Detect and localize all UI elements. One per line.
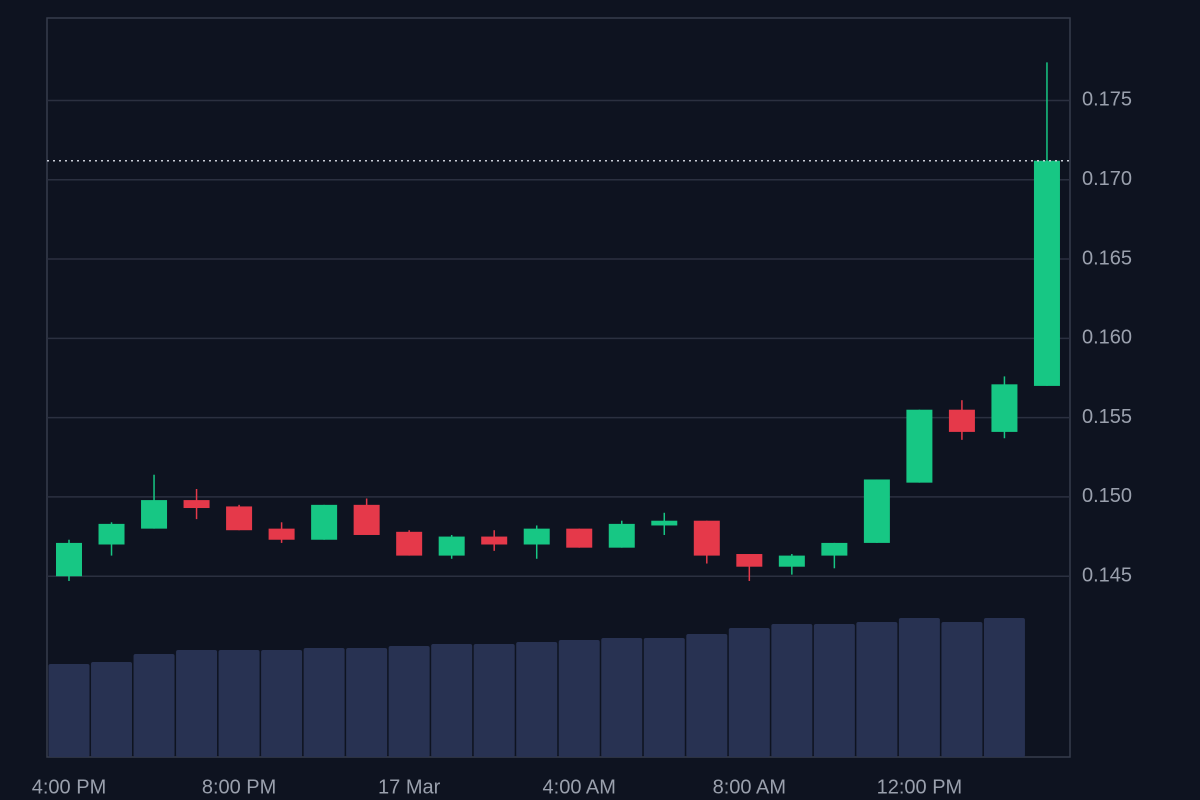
candle-body	[311, 504, 338, 540]
x-tick-label: 4:00 AM	[543, 776, 616, 798]
candle-body	[523, 528, 550, 545]
volume-bar	[473, 644, 515, 757]
candle-body	[353, 504, 380, 535]
volume-bar	[261, 650, 303, 757]
candle-body	[991, 384, 1018, 432]
volume-bar	[218, 650, 260, 757]
volume-bar	[431, 644, 473, 757]
volume-bar	[686, 634, 728, 757]
candle-body	[821, 542, 848, 556]
candle-body	[56, 542, 82, 577]
y-tick-label: 0.160	[1082, 327, 1132, 349]
volume-bar	[48, 664, 90, 757]
volume-bar	[941, 622, 983, 757]
candle-body	[268, 528, 295, 540]
candle-body	[566, 528, 593, 548]
candle-body	[863, 479, 890, 543]
plot-frame	[46, 17, 1071, 758]
volume-bar	[983, 618, 1025, 757]
volume-bar	[133, 654, 175, 757]
volume-bar	[813, 624, 855, 757]
y-tick-label: 0.175	[1082, 89, 1132, 111]
candle-body	[651, 520, 678, 526]
x-tick-label: 17 Mar	[378, 776, 441, 798]
volume-bar	[771, 624, 813, 757]
y-tick-label: 0.150	[1082, 485, 1132, 507]
candle-body	[778, 555, 805, 567]
volume-bar	[346, 648, 388, 757]
volume-bar	[856, 622, 898, 757]
volume-bar	[303, 648, 345, 757]
candle-body	[438, 536, 465, 556]
volume-bar	[176, 650, 218, 757]
candle-body	[693, 520, 720, 556]
candle-body	[183, 500, 210, 509]
candle-body	[226, 506, 253, 531]
volume-bar	[728, 628, 770, 757]
y-tick-label: 0.165	[1082, 247, 1132, 269]
y-tick-label: 0.155	[1082, 406, 1132, 428]
volume-bar	[516, 642, 558, 757]
volume-bar	[601, 638, 643, 757]
volume-bar	[558, 640, 600, 757]
candle-body	[906, 409, 933, 483]
x-tick-label: 4:00 PM	[32, 776, 106, 798]
y-tick-label: 0.145	[1082, 564, 1132, 586]
candle-body	[1033, 160, 1060, 386]
candle-body	[736, 554, 763, 567]
x-tick-label: 8:00 AM	[713, 776, 786, 798]
y-tick-label: 0.170	[1082, 168, 1132, 190]
candle-body	[608, 523, 635, 548]
volume-bar	[643, 638, 685, 757]
candle-body	[98, 523, 125, 545]
volume-bar	[91, 662, 133, 757]
candle-body	[396, 531, 423, 556]
candle-body	[141, 500, 168, 529]
volume-bar	[388, 646, 430, 757]
candle-body	[481, 536, 508, 545]
x-tick-label: 8:00 PM	[202, 776, 276, 798]
volume-bar	[898, 618, 940, 757]
candle-body	[948, 409, 975, 432]
x-tick-label: 12:00 PM	[877, 776, 963, 798]
